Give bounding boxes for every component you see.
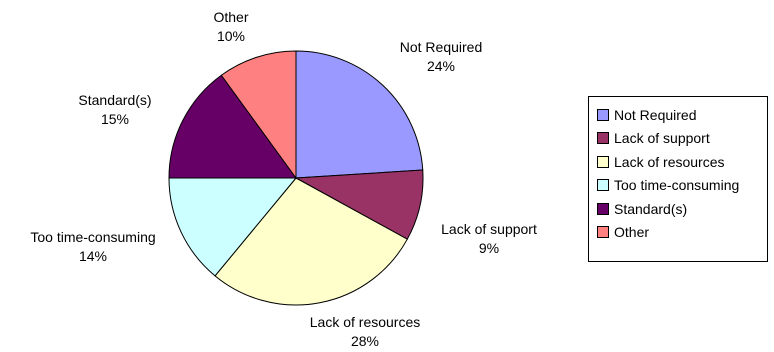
legend-swatch [597, 132, 609, 145]
pie-slices [168, 50, 424, 306]
slice-label: Lack of resources [310, 314, 421, 330]
legend-item: Standard(s) [597, 197, 767, 221]
slice-percent-label: 9% [479, 240, 499, 256]
legend-item: Not Required [597, 103, 767, 127]
legend-swatch [597, 202, 609, 215]
legend-item: Other [597, 221, 767, 245]
slice-label: Standard(s) [78, 92, 151, 108]
slice-labels: Not Required 24% Lack of support 9% Lack of … [30, 9, 537, 349]
legend-label: Standard(s) [614, 200, 688, 217]
legend-item: Lack of resources [597, 150, 767, 174]
slice-label: Other [213, 9, 248, 25]
pie-slice-standard-s [168, 74, 297, 179]
pie-slice-too-time-consuming [168, 177, 298, 277]
pie-slice-other [220, 50, 297, 180]
legend-label: Not Required [614, 106, 697, 123]
pie-slice-not-required [295, 50, 424, 179]
legend-swatch [597, 179, 609, 192]
legend-label: Other [614, 224, 650, 241]
legend-label: Too time-consuming [614, 177, 740, 194]
slice-percent-label: 28% [351, 333, 379, 349]
legend-item: Lack of support [597, 127, 767, 151]
legend-item: Too time-consuming [597, 174, 767, 198]
slice-percent-label: 24% [427, 58, 455, 74]
legend-swatch [597, 226, 609, 239]
legend-swatch [597, 155, 609, 168]
chart-legend: Not Required Lack of support Lack of resou… [588, 96, 768, 262]
legend-swatch [597, 108, 609, 121]
slice-percent-label: 14% [79, 248, 107, 264]
pie-slice-lack-of-resources [214, 177, 408, 306]
slice-label: Too time-consuming [30, 229, 155, 245]
legend-label: Lack of resources [614, 153, 725, 170]
legend-label: Lack of support [614, 130, 710, 147]
slice-percent-label: 15% [101, 111, 129, 127]
slice-label: Lack of support [441, 221, 537, 237]
slice-percent-label: 10% [217, 28, 245, 44]
slice-label: Not Required [400, 39, 483, 55]
